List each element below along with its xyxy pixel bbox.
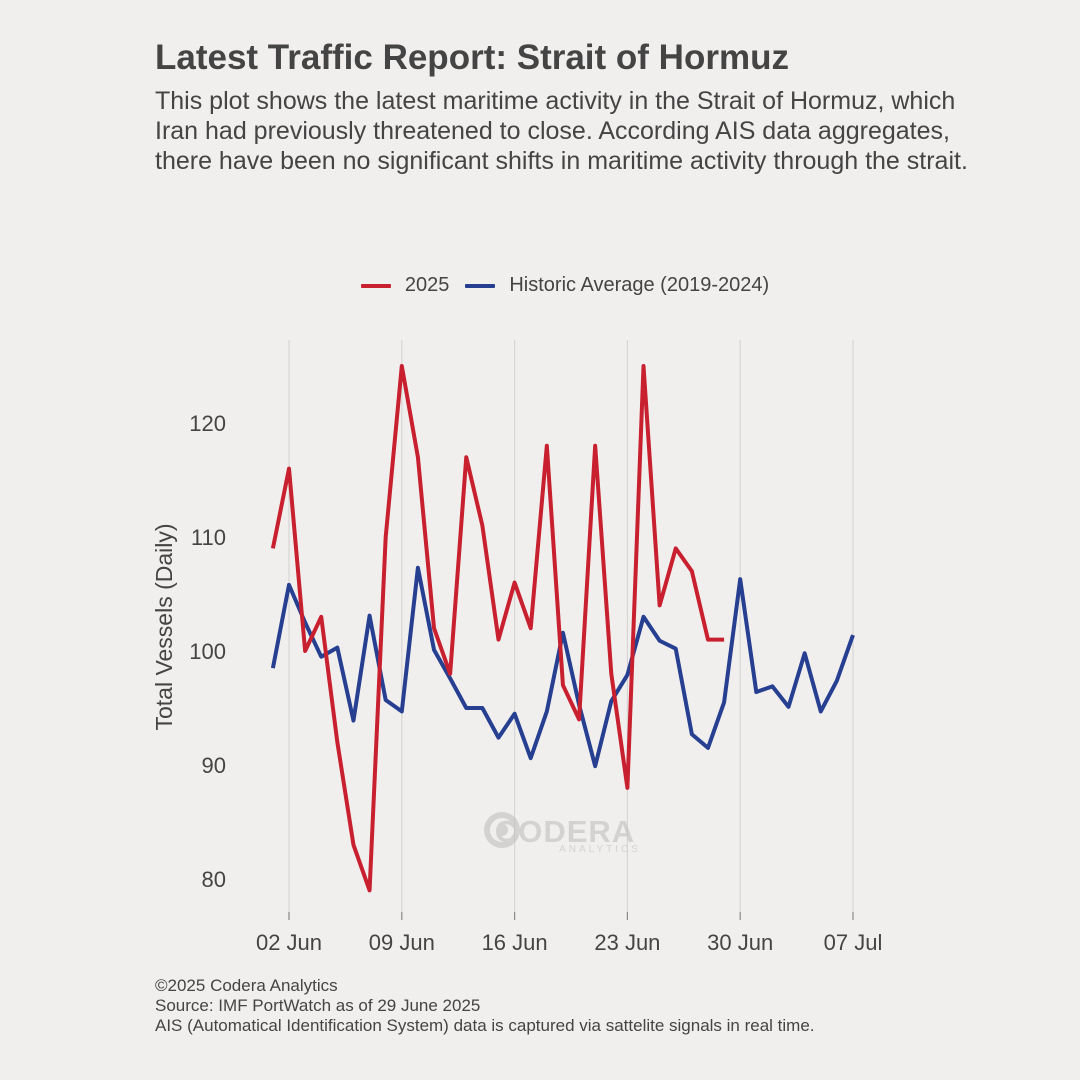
- axis-layer: 02 Jun 09 Jun 16 Jun 23 Jun 30 Jun 07 Jul 80 90…: [189, 411, 882, 955]
- y-axis-title: Total Vessels (Daily): [151, 523, 177, 730]
- y-tick-label: 80: [202, 867, 226, 892]
- legend-item-historic: Historic Average (2019-2024): [465, 274, 769, 297]
- y-tick-label: 100: [189, 639, 226, 664]
- legend-swatch-historic: [465, 283, 496, 288]
- series-line-historic-average: [270, 565, 855, 769]
- codera-watermark: CODERA ANALYTICS: [484, 812, 641, 855]
- watermark-name: CODERA: [495, 814, 635, 849]
- series-line-2025: [270, 364, 725, 893]
- x-tick-label: 23 Jun: [594, 930, 660, 955]
- footer-copyright: ©2025 Codera Analytics: [155, 976, 338, 995]
- legend-label-2025: 2025: [404, 274, 450, 296]
- x-tick-label: 07 Jul: [824, 930, 883, 955]
- chart-subtitle: This plot shows the latest maritime acti…: [155, 87, 968, 175]
- x-tick-label: 30 Jun: [707, 930, 773, 955]
- y-tick-label: 120: [189, 411, 226, 436]
- y-tick-label: 90: [202, 753, 226, 778]
- legend-label-historic: Historic Average (2019-2024): [509, 274, 770, 296]
- watermark-tagline: ANALYTICS: [559, 844, 641, 855]
- chart-footer: ©2025 Codera Analytics Source: IMF PortW…: [155, 976, 815, 1036]
- chart-title: Latest Traffic Report: Strait of Hormuz: [155, 38, 789, 77]
- x-tick-label: 16 Jun: [482, 930, 548, 955]
- footer-source: Source: IMF PortWatch as of 29 June 2025: [155, 996, 481, 1015]
- legend-item-2025: 2025: [360, 274, 450, 297]
- series-layer: [270, 364, 855, 893]
- x-tick-label: 02 Jun: [256, 930, 322, 955]
- chart-legend: 2025 Historic Average (2019-2024): [0, 274, 1080, 297]
- codera-logo-icon: [484, 812, 520, 848]
- grid-layer: [288, 340, 854, 912]
- legend-swatch-2025: [360, 283, 391, 288]
- footer-note: AIS (Automatical Identification System) …: [155, 1016, 815, 1035]
- y-tick-label: 110: [191, 525, 226, 550]
- x-tick-label: 09 Jun: [369, 930, 435, 955]
